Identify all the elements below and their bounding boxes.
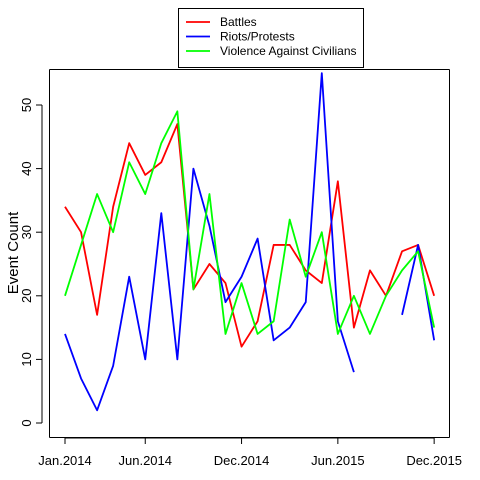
y-axis: 0 10 20 30 40 50: [19, 98, 43, 427]
x-tick-label: Jan.2014: [38, 453, 92, 468]
series-line-riots-protests: [64, 72, 355, 412]
legend-label-battles: Battles: [220, 15, 257, 29]
y-tick-label: 50: [19, 98, 34, 112]
legend-label-violence-against-civilians: Violence Against Civilians: [220, 44, 357, 58]
plot-area: [49, 69, 450, 438]
y-axis-title: Event Count: [5, 211, 22, 294]
y-tick-label: 40: [19, 161, 34, 175]
x-tick-label: Dec.2014: [214, 453, 270, 468]
x-tick-label: Jun.2015: [311, 453, 365, 468]
y-tick-label: 30: [19, 225, 34, 239]
y-tick-label: 10: [19, 352, 34, 366]
x-axis: Jan.2014 Jun.2014 Dec.2014 Jun.2015 Dec.2015: [38, 437, 462, 468]
series-line-riots-protests: [401, 244, 436, 341]
x-tick-label: Jun.2014: [119, 453, 173, 468]
legend-box: [178, 8, 364, 68]
legend-label-riots-protests: Riots/Protests: [220, 30, 295, 44]
x-tick-label: Dec.2015: [406, 453, 462, 468]
series-layer: [64, 72, 436, 412]
series-line-battles: [64, 123, 436, 348]
y-tick-label: 20: [19, 289, 34, 303]
y-tick-label: 0: [19, 419, 34, 426]
series-line-violence-against-civilians: [64, 110, 436, 335]
